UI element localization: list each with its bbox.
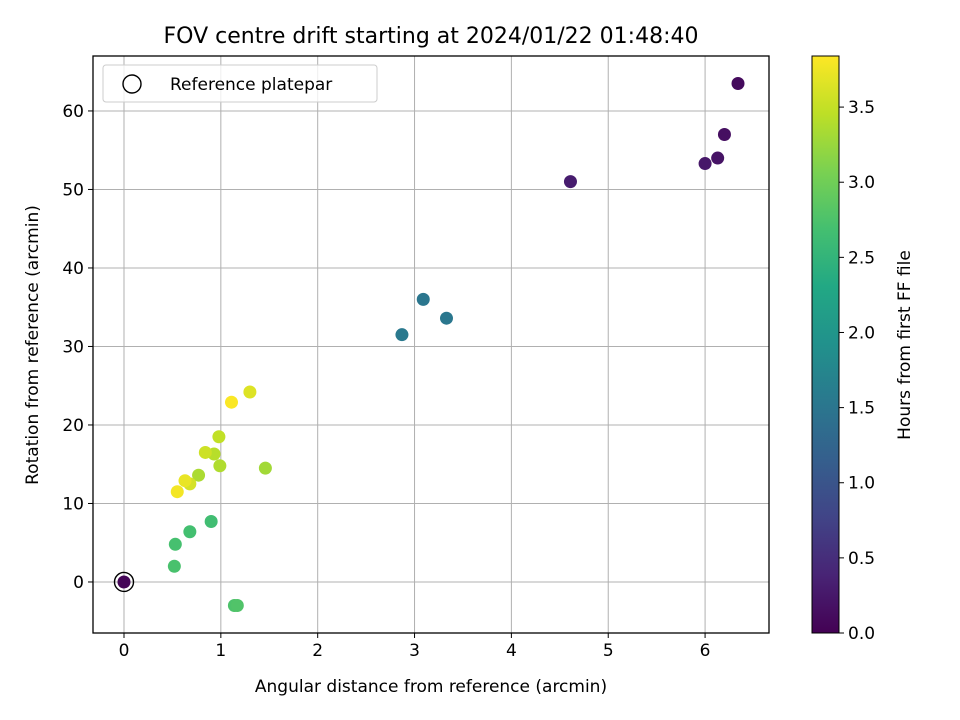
colorbar-tick-label: 1.5 [848,399,875,419]
legend-marker-icon [122,74,142,94]
y-axis-label: Rotation from reference (arcmin) [23,205,43,485]
y-tick-label: 40 [62,259,84,279]
y-axis-ticks: 0 10 20 30 40 50 60 [62,102,93,593]
y-tick-label: 0 [73,573,84,593]
colorbar: 0.0 0.5 1.0 1.5 2.0 2.5 3.0 3.5 Hours from firs… [811,55,915,644]
x-tick-label: 2 [312,641,323,661]
colorbar-tick-label: 3.5 [848,98,875,118]
legend-entry-reference: Reference platepar [170,75,332,95]
data-point [117,575,131,589]
x-tick-label: 0 [119,641,130,661]
colorbar-tick-label: 2.0 [848,323,875,343]
data-point [213,459,227,473]
data-point [167,559,181,573]
data-point [178,474,192,488]
data-point [204,515,218,529]
y-tick-label: 10 [62,494,84,514]
y-tick-label: 30 [62,337,84,357]
data-point [168,537,182,551]
colorbar-gradient [811,55,840,634]
y-tick-label: 50 [62,180,84,200]
data-point [198,445,212,459]
colorbar-tick-label: 0.0 [848,624,875,644]
colorbar-tick-label: 0.5 [848,549,875,569]
colorbar-ticks: 0.0 0.5 1.0 1.5 2.0 2.5 3.0 3.5 [839,98,875,644]
colorbar-label: Hours from first FF file [895,250,915,440]
chart-title: FOV centre drift starting at 2024/01/22 … [164,24,699,49]
legend-box [102,64,378,103]
data-point [170,485,184,499]
legend: Reference platepar [102,64,378,103]
grid-lines [93,56,769,633]
x-tick-label: 3 [409,641,420,661]
data-point [416,292,430,306]
data-point [230,599,244,613]
data-point [258,461,272,475]
colorbar-tick-label: 3.0 [848,173,875,193]
data-point [711,151,725,165]
data-point [698,157,712,171]
reference-marker [113,571,135,593]
plot-frame [92,55,770,634]
y-tick-label: 60 [62,102,84,122]
y-tick-label: 20 [62,416,84,436]
x-axis-ticks: 0 1 2 3 4 5 6 [119,633,711,661]
data-point [192,468,206,482]
data-point [731,76,745,90]
x-tick-label: 5 [603,641,614,661]
x-tick-label: 1 [215,641,226,661]
reference-point-marker [113,571,135,593]
data-points [117,76,745,613]
data-point [439,311,453,325]
data-point [183,525,197,539]
x-tick-label: 6 [700,641,711,661]
x-tick-label: 4 [506,641,517,661]
data-point [563,175,577,189]
colorbar-tick-label: 2.5 [848,248,875,268]
x-axis-label: Angular distance from reference (arcmin) [255,677,607,697]
colorbar-tick-label: 1.0 [848,474,875,494]
data-point [243,385,257,399]
data-point [395,328,409,342]
data-point [212,430,226,444]
data-point [224,395,238,409]
data-point [717,128,731,142]
